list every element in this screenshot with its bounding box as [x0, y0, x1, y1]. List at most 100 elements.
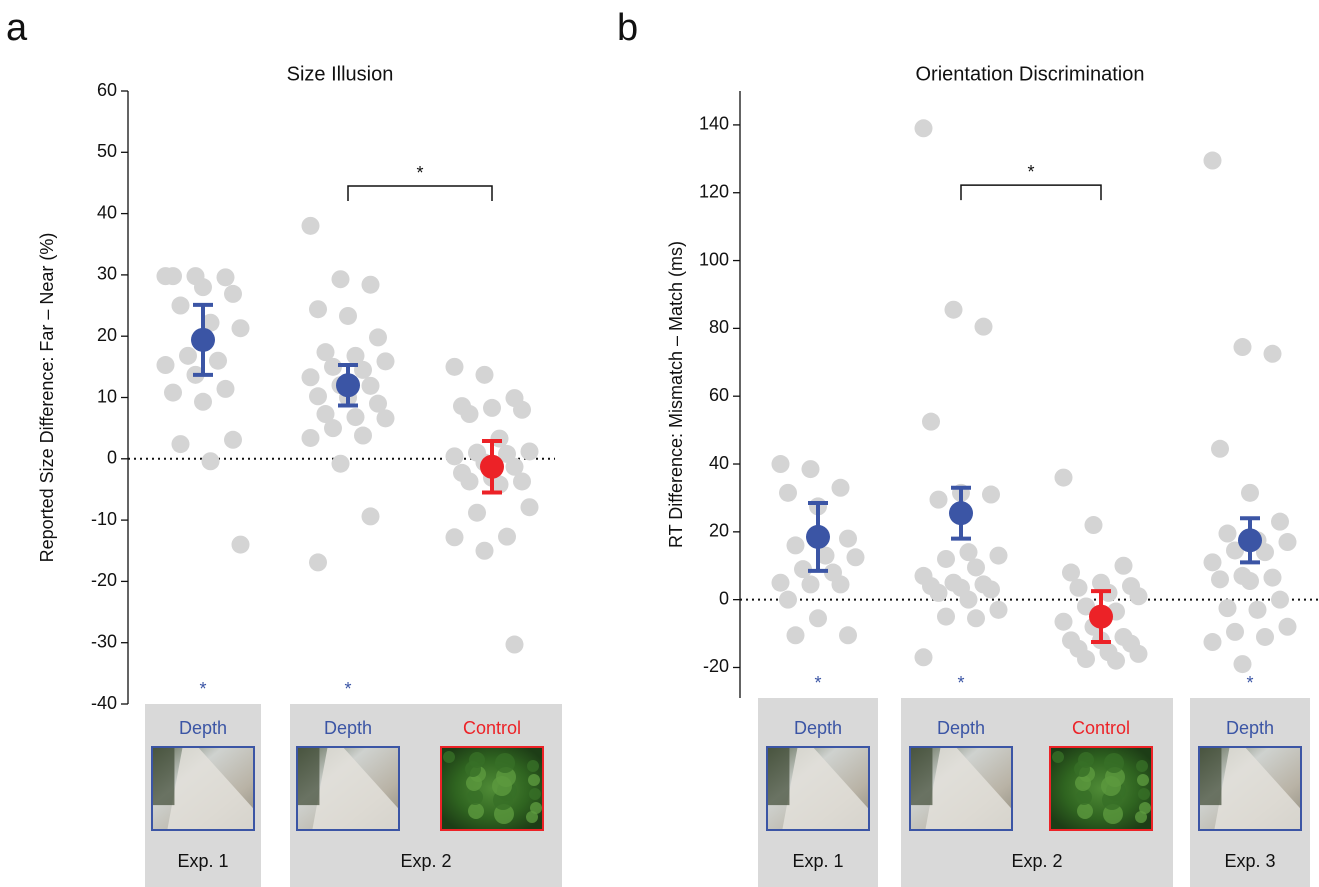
data-point	[339, 306, 357, 325]
data-point	[1114, 556, 1133, 575]
data-point	[839, 529, 857, 548]
data-point	[301, 368, 320, 387]
thumbnail-trees	[1199, 747, 1222, 806]
thumbnail-bg	[441, 747, 543, 830]
mean-marker	[949, 501, 973, 526]
data-point	[771, 455, 790, 474]
data-point	[316, 343, 335, 362]
thumbnail-path	[1214, 747, 1301, 830]
data-point	[513, 472, 531, 491]
data-point	[1077, 650, 1095, 669]
data-point	[786, 626, 805, 645]
data-point	[1054, 612, 1073, 631]
y-tick-label: -20	[703, 656, 729, 676]
y-tick-label: -10	[91, 509, 117, 529]
data-point	[156, 356, 175, 375]
data-point	[505, 457, 524, 476]
data-point	[498, 527, 516, 546]
data-point	[1218, 524, 1237, 543]
data-point	[460, 472, 479, 491]
data-point	[1203, 633, 1222, 652]
data-point	[1226, 622, 1244, 641]
condition-label: Depth	[324, 718, 372, 738]
data-point	[164, 383, 182, 402]
data-point	[1203, 151, 1222, 170]
data-point	[1278, 617, 1297, 636]
data-point	[475, 541, 494, 560]
data-point	[1129, 644, 1148, 663]
data-point	[179, 346, 197, 365]
experiment-label: Exp. 1	[177, 851, 228, 871]
thumbnail-leaf	[530, 802, 542, 814]
data-point	[224, 430, 242, 449]
thumbnail-leaf	[492, 776, 512, 796]
data-point	[831, 575, 850, 594]
thumbnail-leaf	[1138, 788, 1150, 800]
data-point	[520, 442, 539, 461]
thumbnail-bg	[1050, 747, 1152, 830]
thumbnail-path	[167, 747, 254, 830]
thumbnail-path	[925, 747, 1012, 830]
data-point	[989, 546, 1008, 565]
data-point	[816, 546, 835, 565]
data-point	[937, 549, 955, 568]
data-point	[967, 558, 985, 577]
data-point	[331, 454, 350, 473]
data-point	[361, 507, 380, 526]
data-point	[331, 270, 350, 289]
y-tick-label: 50	[97, 141, 117, 161]
condition-label: Control	[1072, 718, 1130, 738]
data-point	[171, 435, 190, 454]
thumbnail-path	[782, 747, 869, 830]
data-point	[1203, 553, 1222, 572]
thumbnail-leaf	[468, 803, 484, 819]
thumbnail-leaf	[1052, 751, 1064, 763]
thumbnail-leaf	[1139, 802, 1151, 814]
data-point	[786, 536, 805, 555]
data-point	[209, 351, 227, 370]
data-point	[1248, 600, 1267, 619]
thumbnail	[909, 746, 1013, 831]
data-point	[982, 485, 1000, 504]
data-point	[771, 573, 790, 592]
data-point	[460, 405, 479, 424]
y-tick-label: -30	[91, 631, 117, 651]
data-point	[194, 278, 212, 297]
data-point	[779, 590, 797, 609]
data-point	[171, 296, 190, 315]
data-point	[316, 405, 335, 424]
data-point	[959, 590, 978, 609]
thumbnail-leaf	[466, 775, 482, 791]
data-point	[194, 392, 212, 411]
thumbnail-leaf	[1137, 774, 1149, 786]
data-point	[231, 535, 250, 554]
thumbnail-path	[312, 747, 399, 830]
data-point	[1062, 563, 1080, 582]
data-point	[224, 284, 242, 303]
data-point	[967, 609, 985, 628]
data-point	[1211, 570, 1229, 589]
thumbnail-leaf	[1076, 789, 1092, 805]
comparison-bracket	[960, 184, 1102, 201]
data-point	[309, 300, 327, 319]
data-point	[1263, 568, 1282, 587]
data-point	[301, 428, 320, 447]
thumbnail	[766, 746, 870, 831]
data-point	[1129, 587, 1148, 606]
data-point	[201, 452, 220, 471]
y-tick-label: 20	[709, 521, 729, 541]
data-point	[974, 317, 993, 336]
data-point	[1256, 627, 1274, 646]
thumbnail-leaf	[527, 760, 539, 772]
data-point	[164, 267, 182, 286]
condition-label: Depth	[1226, 718, 1274, 738]
y-tick-label: 140	[699, 114, 729, 134]
data-point	[922, 412, 940, 431]
condition-label: Depth	[179, 718, 227, 738]
data-point	[346, 408, 365, 427]
data-point	[513, 400, 531, 419]
thumbnail-frame	[296, 746, 400, 831]
data-point	[231, 319, 250, 338]
thumbnail-leaf	[528, 774, 540, 786]
